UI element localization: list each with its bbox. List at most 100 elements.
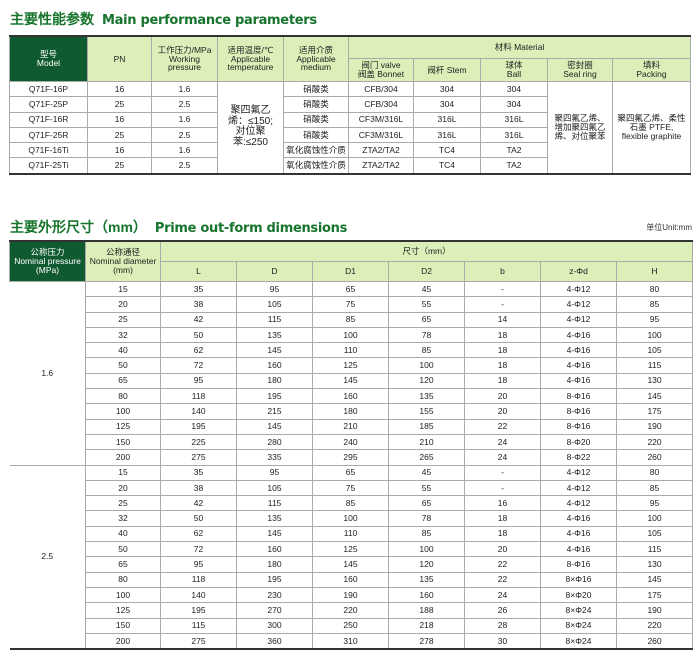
table-row: 200 275 360 310 278 30 8×Φ24 260 [10,632,694,650]
table-row: 1.6 15 35 95 65 45-4-Φ12 80 [9,280,694,466]
pn-cell: 25 [87,126,152,144]
dimension-cell: 4-Φ16 [540,510,617,527]
dimensions-title: 主要外形尺寸（mm） Prime out-form dimensions [10,217,347,237]
dimension-cell: 62 [160,342,237,359]
pressure-group-cell: 2.5 [9,464,86,650]
dimension-cell: 4-Φ12 [540,479,617,497]
dimension-cell: 65 [85,372,161,390]
dimension-cell: 38 [160,296,237,313]
dimension-cell: 360 [236,632,313,650]
dimension-cell: 310 [312,632,389,650]
header-col: b [464,261,541,282]
dimension-cell: 130 [615,556,694,573]
dimension-cell: 125 [85,418,161,435]
dimension-cell: 80 [85,571,161,588]
dimension-cell: 30 [464,632,541,650]
dimension-cell: 8×Φ24 [540,632,617,650]
table-row: 32 50 135 100 78 18 4-Φ16 100 [10,510,694,527]
header-valve: 阀门 valve 阀盖 Bonnet [348,58,414,82]
dimension-cell: - [464,296,541,313]
dimension-cell: 20 [464,388,541,405]
dimension-cell: 118 [160,388,237,405]
table-row: 25 42 115 85 65 14 4-Φ12 95 [10,311,694,328]
dimension-cell: - [464,479,541,497]
seal-cell: 聚四氟乙烯、增加聚四氟乙烯、对位聚苯 [547,80,613,175]
title-cn: 主要性能参数 [10,11,94,27]
table-row: Q71F-25R 25 2.5 硝酸类 CF3M/316L 316L 316L [9,126,691,144]
dimension-cell: 28 [464,617,541,634]
table-row: 25 42 115 85 65 16 4-Φ12 95 [10,495,694,512]
model-cell: Q71F-25Ti [9,157,88,175]
dimension-cell: 135 [236,326,313,344]
dimension-cell: 95 [615,495,694,512]
header-pn: PN [87,35,152,82]
pn-cell: 25 [87,96,152,113]
dimension-cell: 180 [312,403,389,420]
dimension-cell: 278 [388,632,465,650]
dimension-cell: 18 [464,372,541,390]
dimension-cell: 225 [160,433,237,451]
dimension-cell: 190 [312,586,389,604]
header-pressure: 工作压力/MPa Working pressure [151,35,218,82]
dimension-cell: 4-Φ12 [540,495,617,512]
dimension-cell: 85 [388,525,465,543]
dimension-cell: 150 [85,433,161,451]
dimension-cell: 220 [312,602,389,619]
dimension-cell: 32 [85,326,161,344]
dimension-cell: 120 [388,556,465,573]
dimension-cell: 275 [160,632,237,650]
dimension-cell: 85 [615,479,694,497]
dimension-cell: 24 [464,433,541,451]
dimension-cell: 105 [615,342,694,359]
dimension-cell: 145 [615,388,694,405]
dimension-cell: 80 [85,388,161,405]
header-col: D1 [312,261,389,282]
dimension-cell: 20 [85,296,161,313]
valve-cell: CFB/304 [348,80,414,98]
dimension-cell: 18 [464,326,541,344]
dimension-cell: 72 [160,541,237,558]
dimension-cell: 4-Φ12 [540,311,617,328]
dimension-cell: 65 [388,495,465,512]
dimension-cell: 22 [464,556,541,573]
dimension-cell: 50 [85,357,161,374]
medium-cell: 氧化腐蚀性介质 [283,157,349,175]
header-temperature: 适用温度/℃ Applicable temperature [217,35,284,82]
dimension-cell: 85 [388,342,465,359]
pn-cell: 16 [87,111,152,128]
packing-cell: 聚四氟乙烯、柔性石墨 PTFE, flexible graphite [611,80,692,175]
header-col: H [615,261,694,282]
header-stem: 阀杆 Stem [413,58,481,82]
dimension-cell: 115 [615,541,694,558]
dimension-cell: 100 [85,586,161,604]
medium-cell: 硝酸类 [283,96,349,113]
dimension-cell: 14 [464,311,541,328]
dimension-cell: 50 [160,510,237,527]
dimension-cell: 100 [388,541,465,558]
dimension-cell: 105 [236,479,313,497]
dimension-cell: 270 [236,602,313,619]
dimension-cell: 4-Φ16 [540,541,617,558]
dimension-cell: 4-Φ16 [540,372,617,390]
dimension-cell: 8×Φ24 [540,602,617,619]
dimension-cell: 100 [312,326,389,344]
dimension-cell: 125 [85,602,161,619]
performance-title: 主要性能参数 Main performance parameters [10,9,317,29]
valve-cell: CF3M/316L [348,126,414,144]
model-cell: Q71F-25R [9,126,88,144]
dimension-cell: 8×Φ20 [540,586,617,604]
dimension-cell: 45 [388,464,465,481]
dimension-cell: 85 [615,296,694,313]
header-model: 型号 Model [9,35,88,82]
dimension-cell: 20 [464,403,541,420]
ball-cell: 304 [480,80,548,98]
dimension-cell: 75 [312,479,389,497]
dimension-cell: 140 [160,586,237,604]
header-seal: 密封圈 Seal ring [547,58,613,82]
dimension-cell: 295 [312,449,389,466]
ball-cell: TA2 [480,157,548,175]
dimension-cell: 145 [236,525,313,543]
header-nominal-diameter: 公称通径 Nominal diameter (mm) [85,240,161,282]
stem-cell: TC4 [413,142,481,159]
dimension-cell: 200 [85,632,161,650]
